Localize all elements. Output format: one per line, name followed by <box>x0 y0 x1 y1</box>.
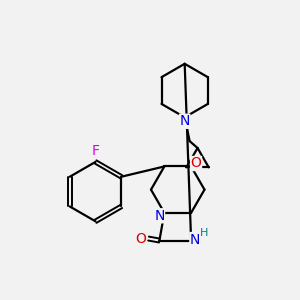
Text: N: N <box>190 232 200 247</box>
Text: N: N <box>179 114 190 128</box>
Text: H: H <box>200 228 208 238</box>
Text: N: N <box>154 209 165 223</box>
Text: O: O <box>190 157 202 170</box>
Text: F: F <box>92 144 100 158</box>
Text: O: O <box>135 232 146 246</box>
